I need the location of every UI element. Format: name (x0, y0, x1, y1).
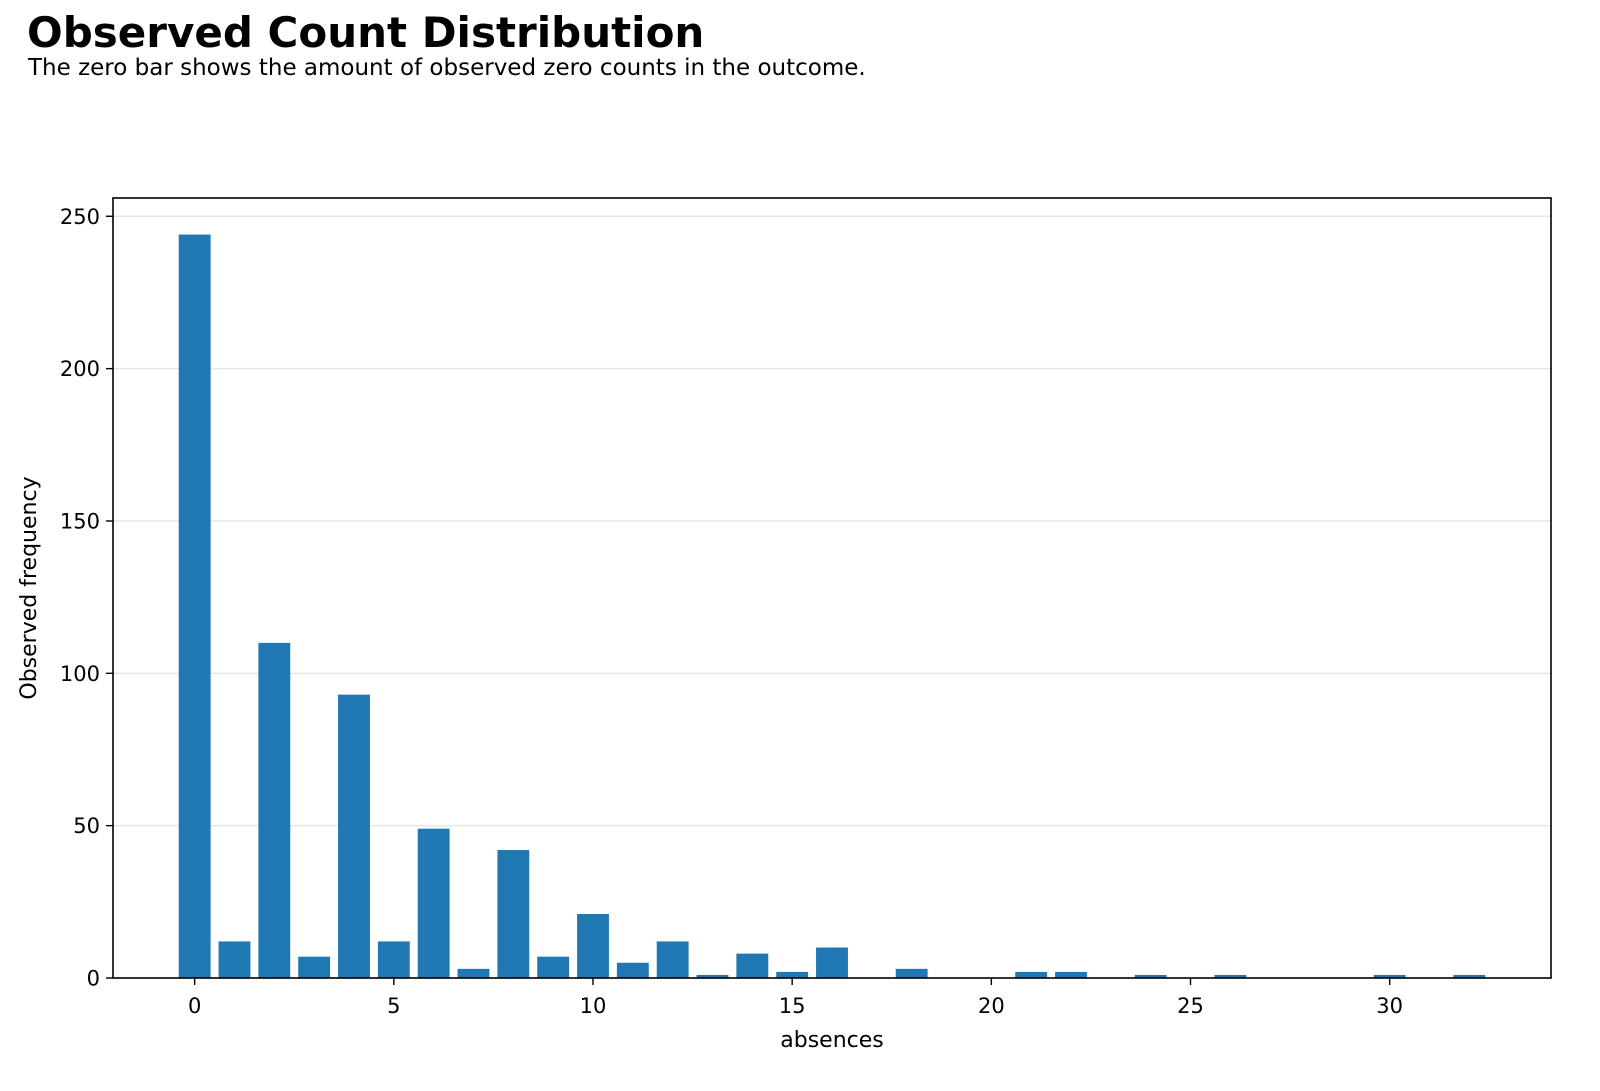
bars (178, 234, 1486, 978)
y-axis-label: Observed frequency (17, 476, 42, 699)
bar (1453, 974, 1486, 978)
bar (776, 971, 809, 978)
bar (1373, 974, 1406, 978)
y-tick-label: 50 (73, 814, 100, 838)
bar (497, 850, 530, 978)
x-tick-label: 5 (387, 994, 400, 1018)
chart-title: Observed Count Distribution (27, 8, 705, 57)
bar (577, 914, 609, 978)
bar (736, 953, 769, 978)
bar (537, 956, 570, 978)
bar (1015, 971, 1048, 978)
gridlines (113, 215, 1551, 827)
y-tick-label: 250 (60, 205, 100, 229)
x-tick-label: 25 (1177, 994, 1204, 1018)
x-axis-label: absences (780, 1028, 883, 1053)
bar (298, 956, 331, 978)
bar (178, 234, 211, 978)
x-tick-label: 30 (1376, 994, 1403, 1018)
bar (656, 941, 689, 978)
bar (417, 828, 450, 978)
bar (377, 941, 410, 978)
bar (1214, 974, 1247, 978)
x-tick-label: 15 (779, 994, 806, 1018)
bar (218, 941, 251, 978)
bar (1134, 974, 1167, 978)
plot-frame (112, 197, 1552, 979)
bar (258, 642, 291, 978)
bar (895, 968, 928, 978)
x-tick-label: 20 (978, 994, 1005, 1018)
chart-subtitle: The zero bar shows the amount of observe… (28, 55, 866, 81)
bar (338, 694, 370, 978)
x-tick-label: 10 (580, 994, 607, 1018)
bar (696, 974, 729, 978)
bar (816, 947, 848, 978)
bar (457, 968, 490, 978)
bar (1055, 971, 1087, 978)
y-tick-label: 0 (87, 967, 100, 991)
y-tick-label: 200 (60, 357, 100, 381)
x-tick-label: 0 (188, 994, 201, 1018)
bar (616, 962, 649, 978)
y-tick-label: 150 (60, 509, 100, 533)
ticks: 0 5 10 15 20 25 30 0 50 100 150 200 250 (60, 205, 1403, 1018)
y-tick-label: 100 (60, 662, 100, 686)
